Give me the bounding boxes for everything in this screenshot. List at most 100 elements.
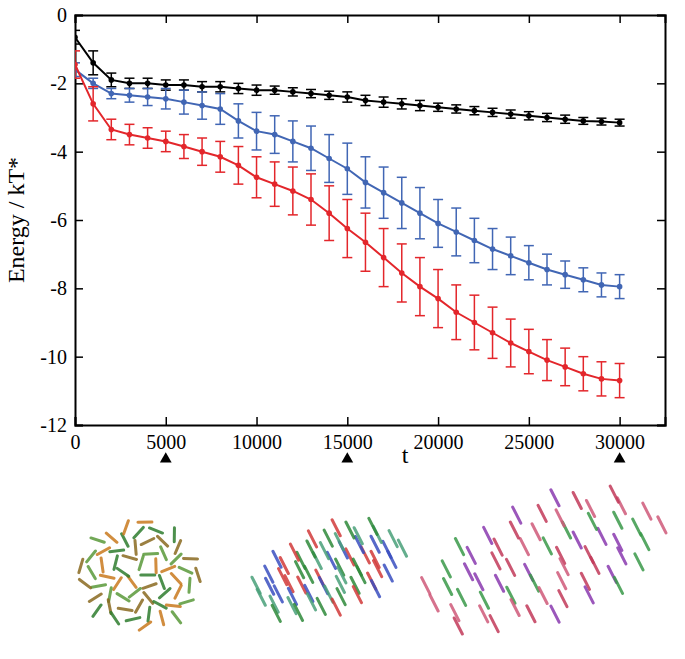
error-bar xyxy=(524,329,534,373)
illustration-stroke xyxy=(154,602,166,609)
illustration-stroke xyxy=(114,556,117,570)
data-point xyxy=(308,91,314,97)
tick-mark xyxy=(166,417,168,425)
tick-label: 5000 xyxy=(146,431,186,453)
illustration-stroke xyxy=(290,544,298,560)
data-point xyxy=(562,116,568,122)
error-bar-cap xyxy=(75,50,80,52)
error-bar-cap xyxy=(288,120,298,122)
series xyxy=(75,63,625,299)
error-bar-cap xyxy=(506,366,516,368)
data-point xyxy=(254,128,260,134)
illustration-stroke xyxy=(173,528,176,542)
tick xyxy=(657,152,665,153)
illustration-stroke xyxy=(118,608,132,610)
illustration-stroke xyxy=(149,528,162,533)
error-bar-cap xyxy=(324,99,334,101)
error-bar-cap xyxy=(179,79,189,81)
illustration-stroke xyxy=(171,574,181,584)
data-point xyxy=(417,284,423,290)
data-point xyxy=(526,113,532,119)
error-bar-cap xyxy=(233,183,243,185)
illustration-stroke xyxy=(252,577,260,593)
tick-mark xyxy=(347,15,349,23)
data-point xyxy=(381,190,387,196)
error-bar-cap xyxy=(124,77,134,79)
illustration-stroke xyxy=(354,528,362,544)
error-bar-cap xyxy=(451,104,461,106)
illustration-stroke xyxy=(117,594,129,601)
error-bar-cap xyxy=(197,91,207,93)
illustration-stroke xyxy=(100,575,114,578)
illustration-stroke xyxy=(371,581,379,597)
error-bar-cap xyxy=(397,301,407,303)
data-point xyxy=(199,84,205,90)
error-bar-cap xyxy=(215,124,225,126)
error-bar-cap xyxy=(524,373,534,375)
error-bar-cap xyxy=(88,77,98,79)
illustration-stroke xyxy=(513,507,521,523)
error-bar xyxy=(306,126,316,170)
data-point xyxy=(290,188,296,194)
data-point xyxy=(508,111,514,117)
error-bar-cap xyxy=(488,306,498,308)
error-bar-cap xyxy=(596,124,606,126)
illustration-stroke xyxy=(614,577,622,593)
data-point xyxy=(145,135,151,141)
error-bar-cap xyxy=(215,91,225,93)
error-bar xyxy=(360,213,370,271)
tick-label: -4 xyxy=(50,141,67,163)
error-bar-cap xyxy=(506,236,516,238)
error-bar-cap xyxy=(306,125,316,127)
error-bar-cap xyxy=(360,271,370,273)
data-point xyxy=(581,371,587,377)
error-bar-cap xyxy=(197,81,207,83)
illustration-stroke xyxy=(172,612,180,623)
error-bar xyxy=(524,246,534,280)
illustration-stroke xyxy=(317,598,325,614)
tick-mark xyxy=(75,83,83,85)
data-point xyxy=(490,246,496,252)
tick-mark xyxy=(75,151,83,153)
tick: -6 xyxy=(50,209,83,231)
tick: -10 xyxy=(40,346,83,368)
illustration-stroke xyxy=(123,556,136,560)
illustration-stroke xyxy=(144,593,153,604)
illustration-stroke xyxy=(91,538,104,542)
error-bar-cap xyxy=(143,88,153,90)
error-bar-cap xyxy=(75,77,80,79)
error-bar-cap xyxy=(360,105,370,107)
illustration-stroke xyxy=(573,492,581,508)
error-bar-cap xyxy=(596,117,606,119)
data-point xyxy=(617,120,623,126)
tick-mark xyxy=(75,425,83,427)
error-bar-cap xyxy=(233,146,243,148)
illustration-stroke xyxy=(273,551,281,567)
illustration-stroke xyxy=(179,567,192,573)
error-bar-cap xyxy=(233,103,243,105)
tick: -2 xyxy=(50,72,83,94)
illustration-stroke xyxy=(307,594,315,610)
error-bar xyxy=(288,121,298,162)
error-bar xyxy=(433,200,443,248)
illustration-stroke xyxy=(527,606,535,622)
illustration-stroke xyxy=(573,532,581,548)
illustration-stroke xyxy=(538,505,546,521)
x-axis-top xyxy=(76,15,666,23)
data-point xyxy=(290,89,296,95)
tick-mark xyxy=(657,15,665,17)
y-axis-right xyxy=(657,16,666,426)
error-bar xyxy=(360,157,370,208)
data-point xyxy=(127,81,133,87)
illustration-stroke xyxy=(158,536,168,546)
illustration-stroke xyxy=(337,589,345,605)
illustration-stroke xyxy=(551,606,559,622)
error-bar-cap xyxy=(161,130,171,132)
tick-label: 20000 xyxy=(414,431,464,453)
data-point xyxy=(217,84,223,90)
data-point xyxy=(254,87,260,93)
illustration-stroke xyxy=(455,539,463,555)
tick-mark xyxy=(438,417,440,425)
error-bar-cap xyxy=(75,30,80,32)
error-bar-cap xyxy=(215,171,225,173)
